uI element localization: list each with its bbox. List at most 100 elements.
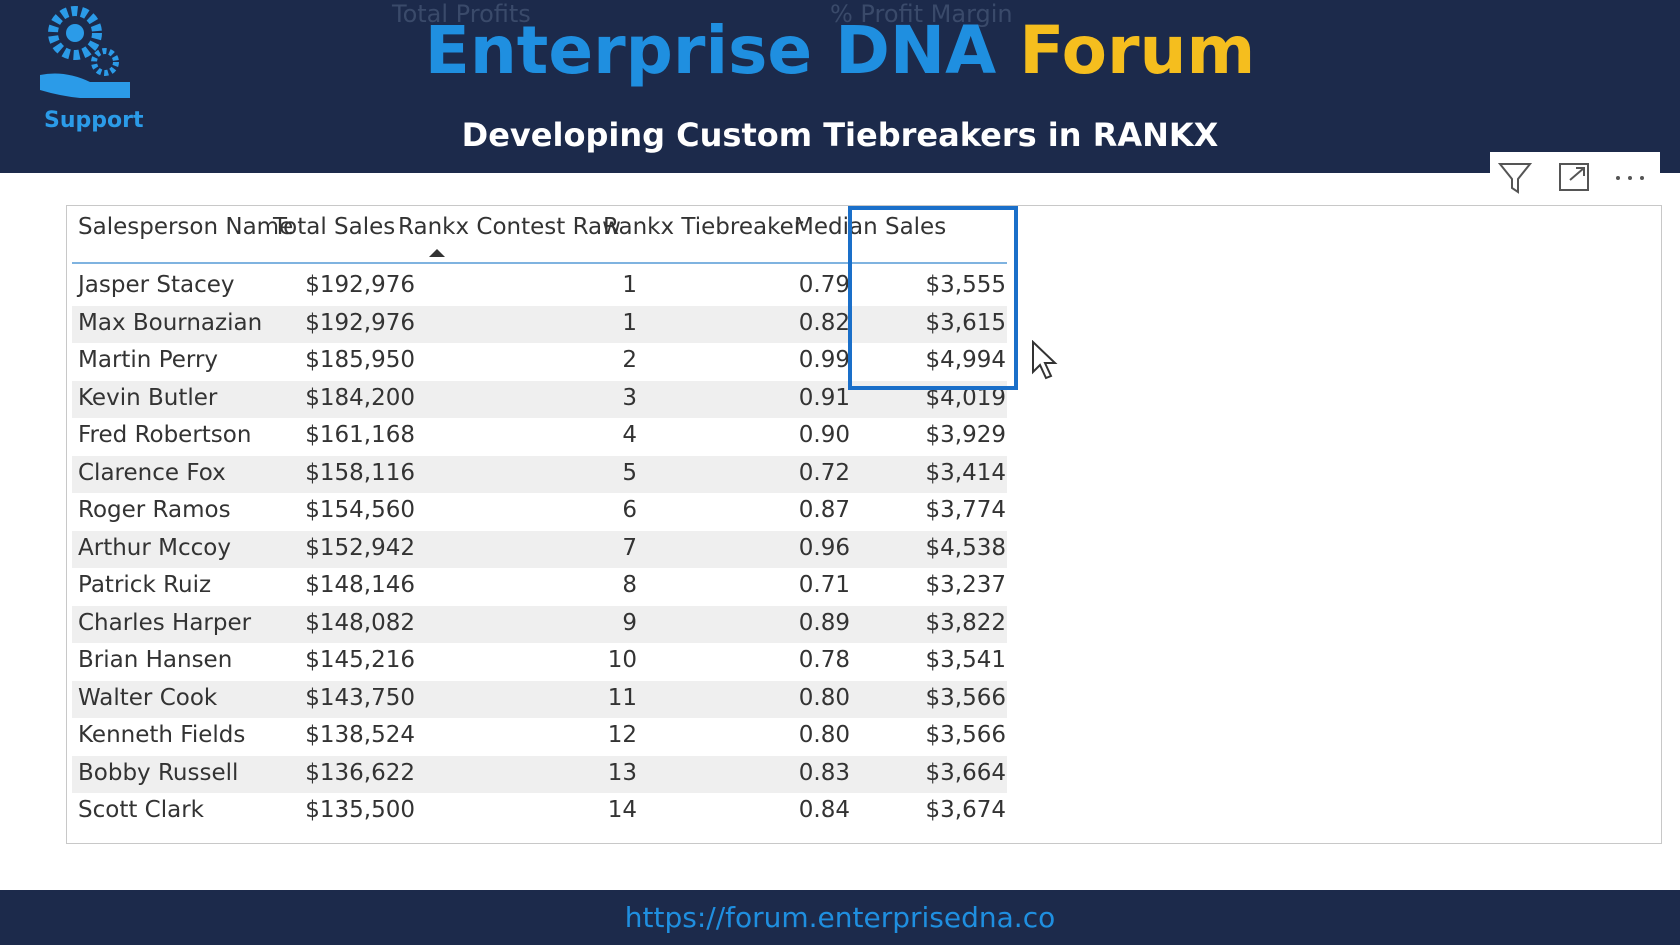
table-cell: 0.87 <box>798 497 850 523</box>
table-cell: Walter Cook <box>78 684 218 711</box>
title-part: Enterprise DNA <box>424 12 997 89</box>
table-cell: $148,082 <box>305 609 415 636</box>
table-cell: $158,116 <box>305 459 415 486</box>
table-cell: 1 <box>622 309 637 336</box>
table-cell: $185,950 <box>305 347 415 373</box>
table-cell: 0.84 <box>798 797 850 823</box>
more-icon[interactable] <box>1616 176 1644 180</box>
table-cell: $3,566 <box>925 722 1006 748</box>
table-cell: 0.96 <box>798 534 850 561</box>
table-cell: Martin Perry <box>78 347 219 373</box>
table-cell: Kevin Butler <box>78 384 218 411</box>
table-cell: 11 <box>607 684 637 711</box>
column-header[interactable]: Rankx Contest Raw <box>398 214 621 240</box>
table-cell: $3,929 <box>925 422 1006 448</box>
table-cell: Max Bournazian <box>78 309 263 336</box>
background-label: Total Profits <box>392 0 531 28</box>
table-cell: Charles Harper <box>78 609 252 636</box>
cursor <box>1032 340 1058 380</box>
title: Enterprise DNA Forum <box>0 12 1680 89</box>
header: Total Profits % Profit Margin Support En… <box>0 0 1680 173</box>
table-cell: 0.78 <box>798 647 850 673</box>
table-cell: Patrick Ruiz <box>78 572 212 598</box>
table-cell: $3,555 <box>925 272 1006 298</box>
table-cell: 14 <box>607 797 637 823</box>
table-cell: 5 <box>622 459 637 486</box>
table-cell: 8 <box>622 572 637 598</box>
table-cell: $148,146 <box>305 572 415 598</box>
table-cell: 0.71 <box>798 572 850 598</box>
table-cell: Roger Ramos <box>78 497 231 523</box>
table-frame <box>66 205 1662 844</box>
column-header[interactable]: Total Sales <box>273 214 396 240</box>
column-header[interactable]: Rankx Tiebreaker <box>603 214 804 240</box>
table-cell: 7 <box>622 534 637 561</box>
table-cell: Arthur Mccoy <box>78 534 231 561</box>
table-row <box>72 718 1007 755</box>
sort-arrow[interactable] <box>428 248 446 258</box>
table-cell: $3,822 <box>925 609 1006 636</box>
table-cell: $3,566 <box>925 684 1006 711</box>
table-cell: $135,500 <box>305 797 415 823</box>
table-cell: Clarence Fox <box>78 459 226 486</box>
table-cell: 1 <box>622 272 637 298</box>
table-cell: 0.89 <box>798 609 850 636</box>
table-cell: 10 <box>607 647 637 673</box>
table-cell: 0.83 <box>798 759 850 786</box>
table-cell: 0.80 <box>798 722 850 748</box>
footer: https://forum.enterprisedna.co <box>0 890 1680 945</box>
table-cell: 13 <box>607 759 637 786</box>
table-cell: $154,560 <box>305 497 415 523</box>
table-cell: $4,538 <box>925 534 1006 561</box>
table-cell: $152,942 <box>305 534 415 561</box>
column-header[interactable]: Median Sales <box>794 214 947 240</box>
table-row <box>72 605 1007 643</box>
table-cell: $192,976 <box>305 272 415 298</box>
table-cell: Fred Robertson <box>78 422 252 448</box>
focus-icon[interactable] <box>1559 163 1589 191</box>
logo-icon <box>40 6 130 98</box>
subtitle: Developing Custom Tiebreakers in RANKX <box>461 116 1219 154</box>
table-cell: 6 <box>622 497 637 523</box>
visual-toolbar <box>1490 152 1660 200</box>
table-cell: $192,976 <box>305 309 415 336</box>
table-row <box>72 793 1007 830</box>
logo-label: Support <box>44 108 144 133</box>
table-row <box>72 643 1007 680</box>
table-cell: $145,216 <box>305 647 415 673</box>
table-cell: Bobby Russell <box>78 759 239 786</box>
table-cell: $138,524 <box>305 722 415 748</box>
table-cell: 0.91 <box>798 384 850 411</box>
footer-url[interactable]: https://forum.enterprisedna.co <box>624 901 1056 934</box>
title-part: Forum <box>1019 12 1256 89</box>
table-row <box>72 418 1007 455</box>
background-label: % Profit Margin <box>830 0 1013 28</box>
table-cell: Jasper Stacey <box>78 272 235 298</box>
table-cell: 0.80 <box>798 684 850 711</box>
filter-icon[interactable] <box>1497 163 1533 194</box>
column-header[interactable]: Salesperson Name <box>78 214 294 240</box>
table-row <box>72 755 1007 793</box>
table-row <box>72 493 1007 530</box>
table-row <box>72 530 1007 568</box>
table-cell: 0.90 <box>798 422 850 448</box>
highlight-box <box>848 206 1018 390</box>
table-cell: 0.79 <box>798 272 850 298</box>
table-cell: Brian Hansen <box>78 647 233 673</box>
table-cell: $3,674 <box>925 797 1006 823</box>
table-cell: 4 <box>622 422 637 448</box>
table-cell: $4,994 <box>925 347 1006 373</box>
table-cell: 0.72 <box>798 459 850 486</box>
table-cell: $143,750 <box>305 684 415 711</box>
table-cell: $161,168 <box>305 422 415 448</box>
table-row <box>72 568 1007 605</box>
table-cell: 12 <box>607 722 637 748</box>
table-row <box>72 680 1007 718</box>
table-cell: 0.82 <box>798 309 850 336</box>
table-cell: $184,200 <box>305 384 415 411</box>
header-divider <box>72 262 1007 264</box>
table-cell: $3,615 <box>925 309 1006 336</box>
table-cell: $3,541 <box>925 647 1006 673</box>
